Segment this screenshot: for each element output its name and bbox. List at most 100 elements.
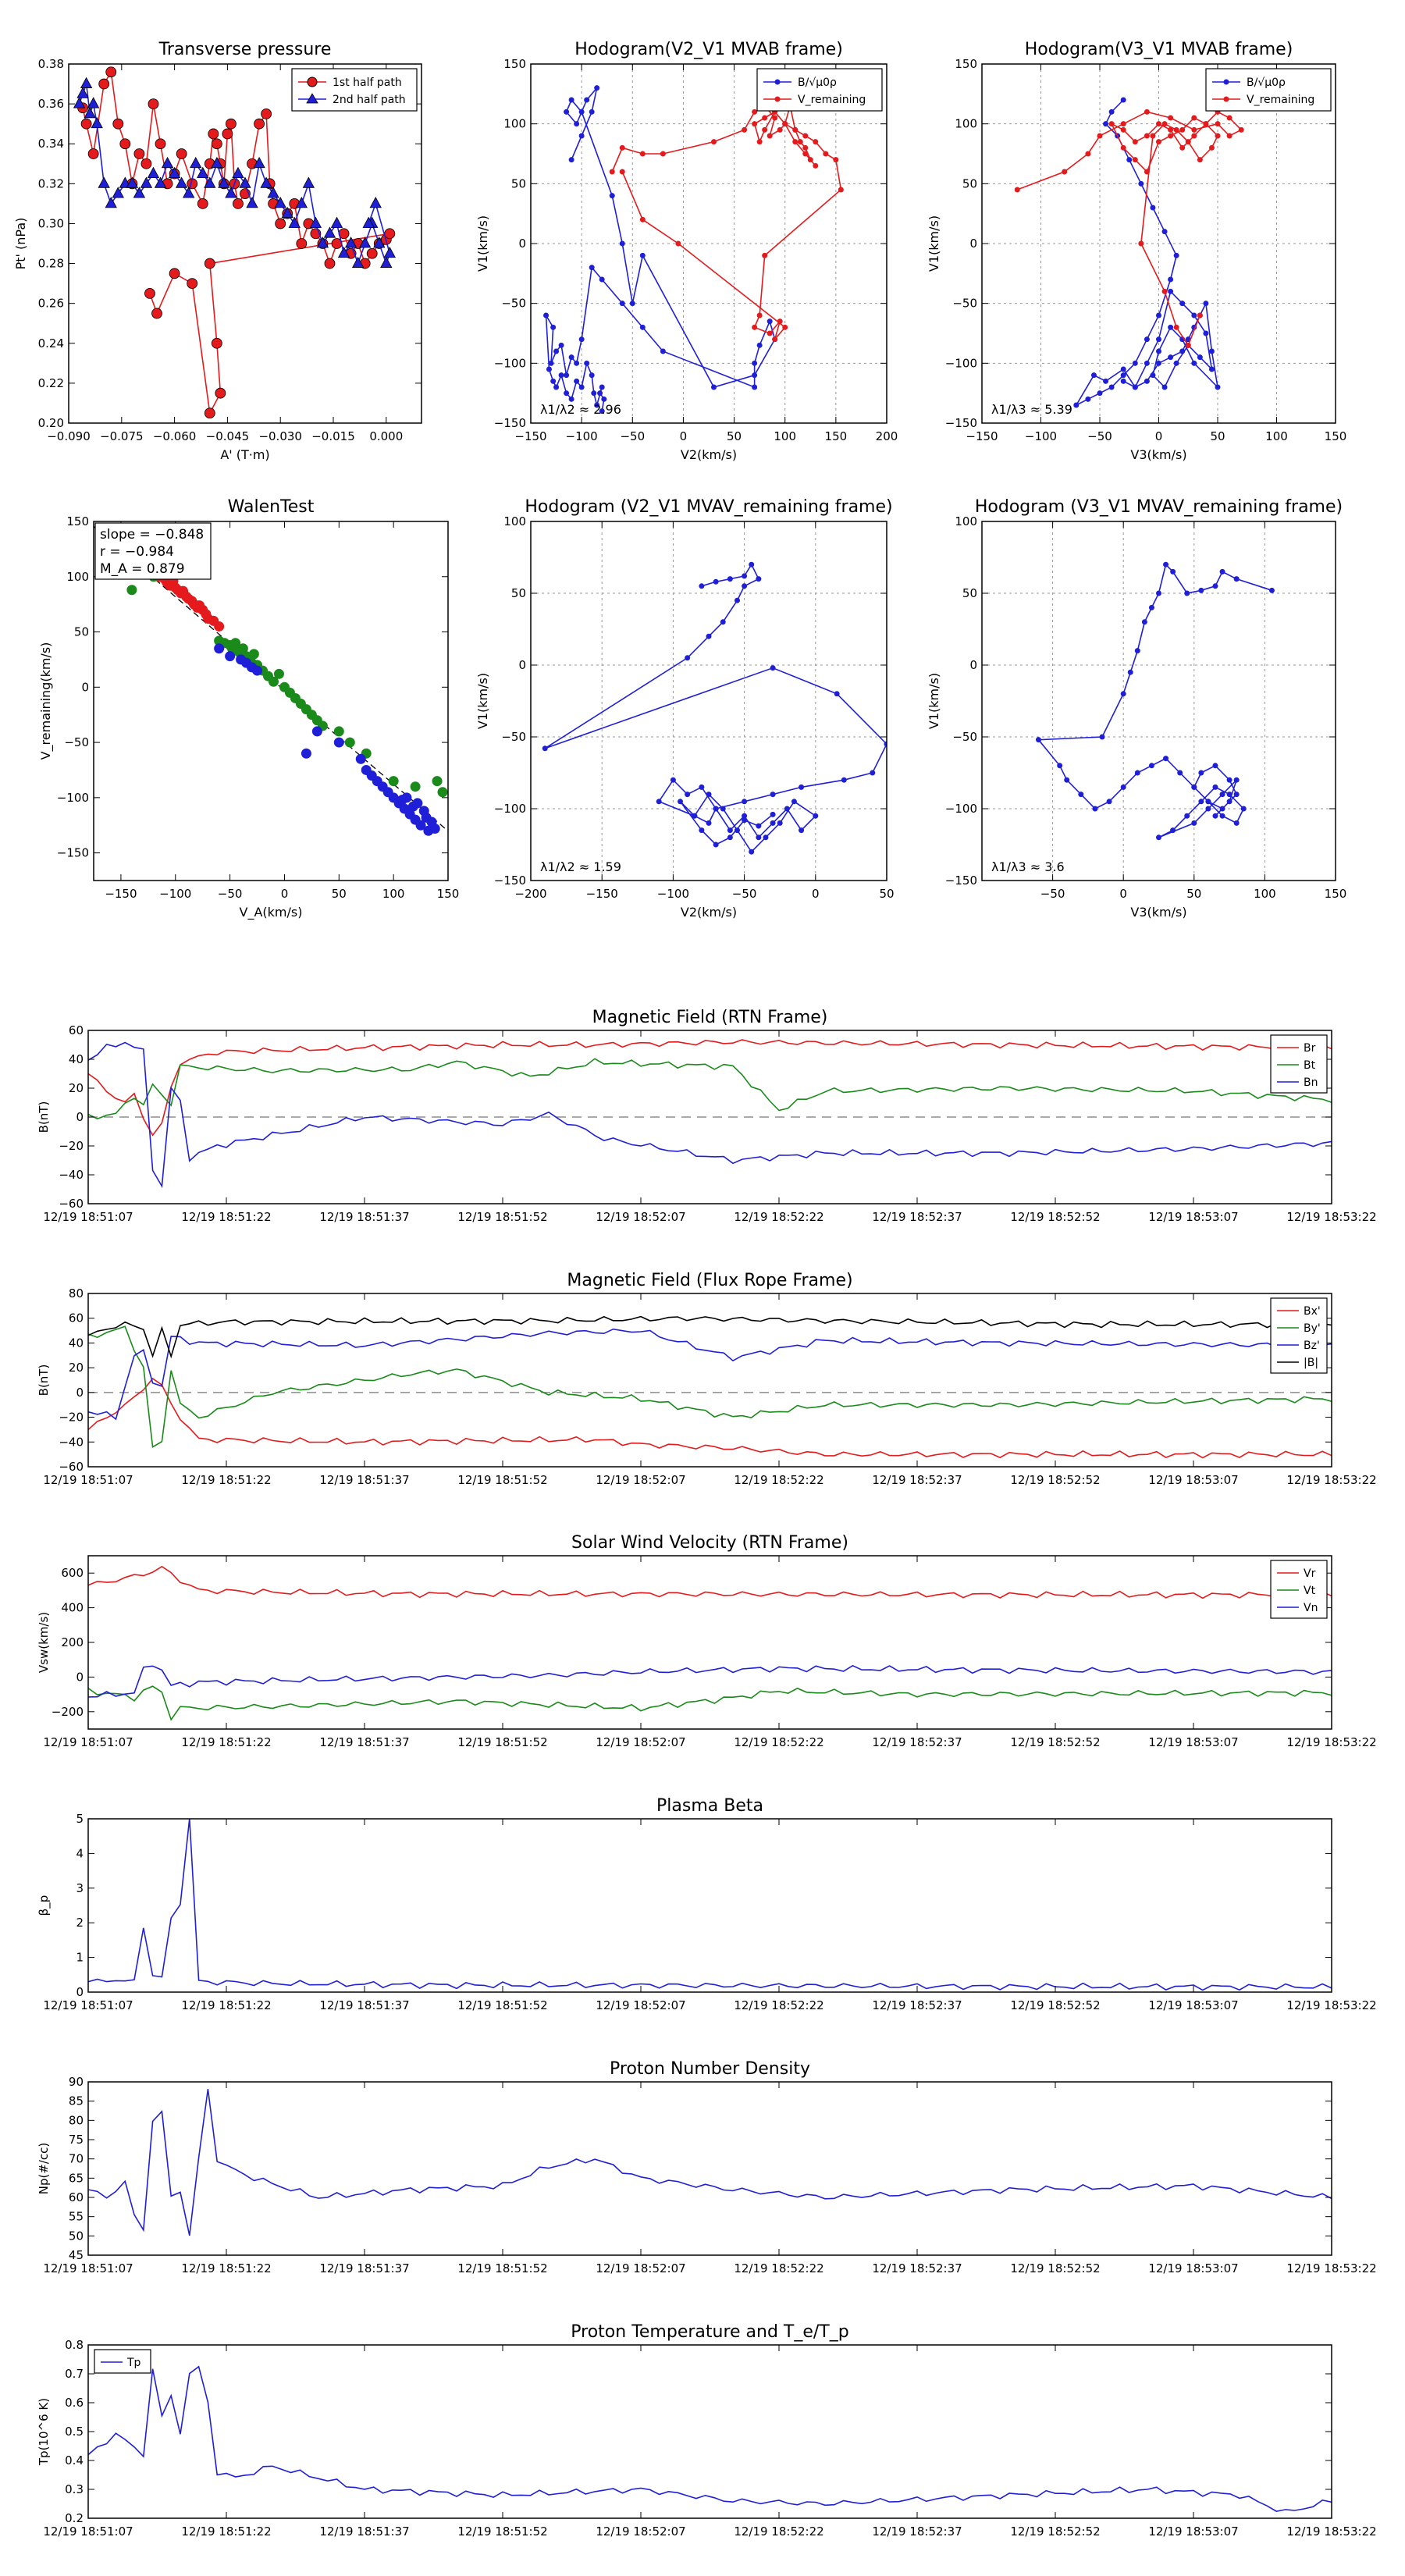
- legend-box: [291, 68, 418, 112]
- data-point: [154, 176, 167, 188]
- time-tick-label: 12/19 18:53:22: [1286, 2261, 1376, 2275]
- x-tick-label: 200: [876, 429, 898, 443]
- data-point: [1212, 583, 1218, 589]
- series-line-Vr: [88, 1565, 1332, 1599]
- x-tick-label: −100: [657, 887, 689, 901]
- data-point: [105, 66, 117, 78]
- y-tick-label: −150: [945, 873, 977, 888]
- stat-ma: M_A = 0.879: [100, 561, 185, 577]
- data-point: [619, 169, 625, 175]
- data-point: [126, 176, 139, 188]
- x-tick-label: −100: [566, 429, 598, 443]
- data-point: [323, 226, 336, 238]
- y-tick-label: 0.22: [38, 376, 64, 390]
- y-tick-label: 40: [69, 1336, 84, 1350]
- x-tick-label: 150: [437, 887, 460, 901]
- data-point: [699, 583, 705, 589]
- data-point: [105, 197, 117, 208]
- series-line-Vt: [88, 1685, 1332, 1721]
- data-group: [88, 1819, 1332, 1991]
- x-tick-label: −50: [620, 429, 645, 443]
- data-point: [1212, 763, 1218, 769]
- data-point: [215, 387, 226, 399]
- x-tick-label: 100: [774, 429, 796, 443]
- data-point: [742, 583, 748, 589]
- x-tick-label: 0: [1119, 887, 1127, 901]
- data-point: [1191, 820, 1197, 826]
- data-point: [324, 258, 336, 269]
- data-point: [1161, 288, 1168, 294]
- x-tick-label: 150: [1325, 429, 1347, 443]
- y-tick-label: 0.7: [65, 2367, 84, 2381]
- x-tick-label: 0: [680, 429, 688, 443]
- data-point: [214, 643, 225, 654]
- y-tick-label: −150: [945, 416, 977, 430]
- data-point: [813, 813, 819, 819]
- legend-label: B/√μ0ρ: [798, 76, 837, 89]
- data-point: [564, 109, 570, 115]
- data-point: [253, 156, 265, 169]
- legend-label: Bt: [1304, 1059, 1316, 1072]
- data-point: [197, 197, 208, 209]
- data-point: [1161, 121, 1168, 127]
- data-point: [1184, 590, 1190, 596]
- time-tick-label: 12/19 18:51:22: [181, 1998, 271, 2012]
- time-tick-label: 12/19 18:52:52: [1010, 1210, 1100, 1224]
- y-tick-label: 150: [66, 514, 89, 528]
- y-tick-label: 55: [69, 2210, 84, 2224]
- data-point: [727, 827, 733, 834]
- legend-marker: [307, 76, 318, 87]
- y-tick-label: 150: [503, 57, 526, 71]
- data-point: [1144, 336, 1150, 343]
- data-point: [1148, 763, 1154, 769]
- data-point: [296, 238, 308, 249]
- time-tick-label: 12/19 18:52:52: [1010, 2261, 1100, 2275]
- data-point: [1120, 144, 1126, 151]
- data-point: [1144, 109, 1150, 115]
- data-point: [1144, 378, 1150, 384]
- data-point: [151, 308, 162, 319]
- y-tick-label: 0: [969, 237, 977, 251]
- plot-frame: [87, 2081, 1332, 2256]
- data-point: [1120, 372, 1126, 379]
- data-point: [762, 126, 768, 133]
- data-point: [1233, 792, 1240, 798]
- chart-h2: −150 −100 −50 0 50 100 150 −150 −100 −50 0 50 100 150…: [927, 40, 1346, 462]
- data-point: [713, 806, 719, 812]
- series-line-Np: [88, 2089, 1332, 2236]
- data-point: [782, 121, 788, 127]
- y-tick-label: 0.8: [65, 2338, 84, 2352]
- time-tick-label: 12/19 18:51:52: [457, 1735, 547, 1749]
- data-point: [197, 166, 209, 178]
- data-point: [742, 126, 748, 133]
- time-tick-label: 12/19 18:51:37: [319, 1998, 409, 2012]
- data-point: [711, 384, 717, 390]
- data-point: [599, 276, 605, 283]
- data-point: [273, 668, 284, 679]
- time-tick-label: 12/19 18:51:52: [457, 1473, 547, 1487]
- data-point: [1191, 784, 1197, 790]
- data-point: [756, 312, 763, 318]
- data-point: [639, 324, 646, 330]
- x-tick-label: 150: [825, 429, 848, 443]
- data-point: [1197, 354, 1203, 361]
- data-point: [578, 109, 585, 115]
- data-point: [564, 372, 570, 379]
- data-point: [1233, 576, 1240, 582]
- plot-frame: [87, 2344, 1332, 2519]
- data-point: [214, 621, 225, 632]
- y-tick-label: 45: [69, 2248, 84, 2262]
- data-point: [1161, 229, 1168, 235]
- data-point: [752, 360, 758, 366]
- x-tick-label: −0.090: [47, 429, 91, 443]
- y-tick-label: 80: [69, 2113, 84, 2127]
- legend-box: [756, 68, 883, 112]
- data-point: [1226, 777, 1232, 783]
- data-point: [1092, 806, 1098, 812]
- data-point: [1108, 109, 1115, 115]
- data-point: [87, 148, 99, 159]
- legend-marker: [774, 96, 781, 102]
- data-point: [568, 396, 574, 402]
- legend-label: |B|: [1304, 1357, 1318, 1369]
- data-point: [1156, 312, 1161, 318]
